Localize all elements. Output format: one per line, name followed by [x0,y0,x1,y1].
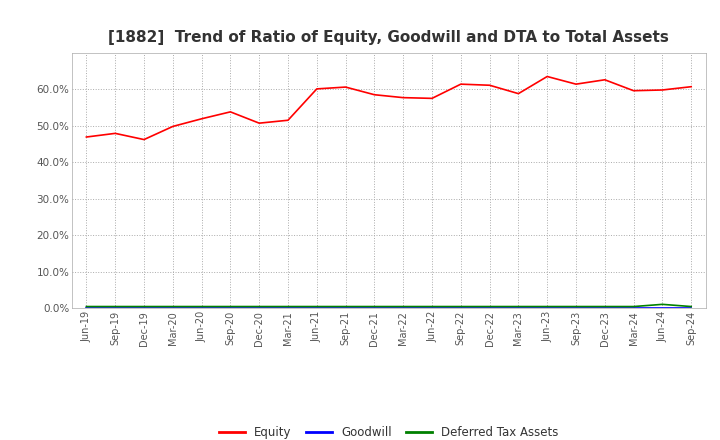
Goodwill [226,305,235,311]
Goodwill [82,305,91,311]
Equity [687,84,696,89]
Goodwill [197,305,206,311]
Goodwill [255,305,264,311]
Deferred Tax Assets [284,304,292,309]
Equity [284,117,292,123]
Goodwill [485,305,494,311]
Deferred Tax Assets [255,304,264,309]
Deferred Tax Assets [629,304,638,309]
Deferred Tax Assets [658,302,667,307]
Deferred Tax Assets [341,304,350,309]
Goodwill [600,305,609,311]
Goodwill [629,305,638,311]
Deferred Tax Assets [168,304,177,309]
Goodwill [168,305,177,311]
Equity [312,86,321,92]
Title: [1882]  Trend of Ratio of Equity, Goodwill and DTA to Total Assets: [1882] Trend of Ratio of Equity, Goodwil… [109,29,669,45]
Equity [456,81,465,87]
Goodwill [284,305,292,311]
Equity [370,92,379,97]
Equity [226,109,235,114]
Equity [485,83,494,88]
Deferred Tax Assets [428,304,436,309]
Deferred Tax Assets [226,304,235,309]
Goodwill [399,305,408,311]
Goodwill [543,305,552,311]
Equity [572,81,580,87]
Equity [399,95,408,100]
Goodwill [456,305,465,311]
Goodwill [687,305,696,311]
Equity [341,84,350,90]
Goodwill [312,305,321,311]
Goodwill [428,305,436,311]
Equity [255,121,264,126]
Equity [629,88,638,93]
Deferred Tax Assets [485,304,494,309]
Equity [543,74,552,79]
Deferred Tax Assets [399,304,408,309]
Goodwill [514,305,523,311]
Deferred Tax Assets [543,304,552,309]
Deferred Tax Assets [600,304,609,309]
Deferred Tax Assets [111,304,120,309]
Equity [168,124,177,129]
Deferred Tax Assets [572,304,580,309]
Equity [428,96,436,101]
Line: Deferred Tax Assets: Deferred Tax Assets [86,304,691,307]
Legend: Equity, Goodwill, Deferred Tax Assets: Equity, Goodwill, Deferred Tax Assets [214,421,564,440]
Equity [197,116,206,121]
Deferred Tax Assets [140,304,148,309]
Line: Equity: Equity [86,77,691,139]
Deferred Tax Assets [456,304,465,309]
Equity [514,91,523,96]
Equity [111,131,120,136]
Goodwill [572,305,580,311]
Goodwill [140,305,148,311]
Deferred Tax Assets [370,304,379,309]
Deferred Tax Assets [514,304,523,309]
Equity [658,88,667,93]
Equity [600,77,609,82]
Goodwill [111,305,120,311]
Deferred Tax Assets [687,304,696,309]
Equity [82,134,91,139]
Goodwill [341,305,350,311]
Goodwill [370,305,379,311]
Deferred Tax Assets [197,304,206,309]
Deferred Tax Assets [312,304,321,309]
Deferred Tax Assets [82,304,91,309]
Equity [140,137,148,142]
Goodwill [658,305,667,311]
